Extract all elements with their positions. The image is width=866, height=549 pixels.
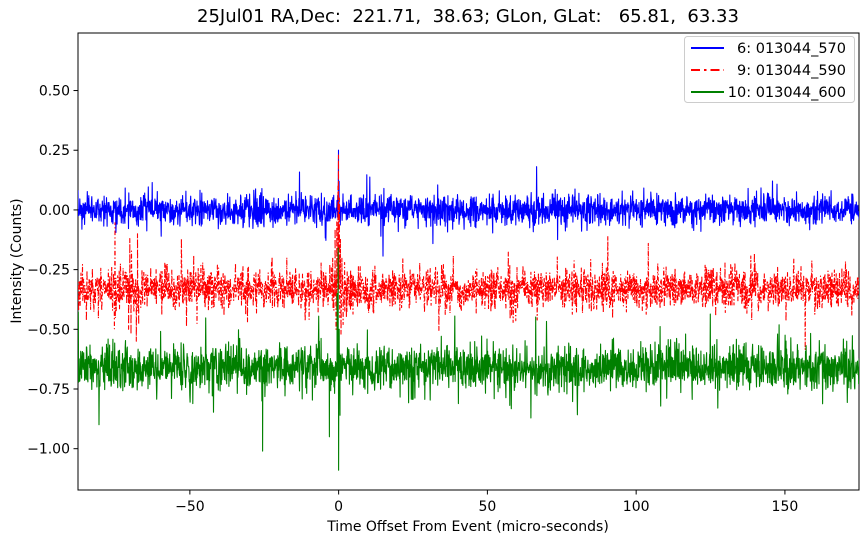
legend-label: 9: 013044_590: [737, 63, 846, 79]
legend: 6: 013044_570 9: 013044_590 10: 013044_6…: [684, 36, 855, 103]
y-tick-label: −0.75: [27, 382, 70, 398]
legend-entry: 6: 013044_570: [691, 41, 846, 57]
series-line-0: [78, 149, 859, 257]
legend-entry: 10: 013044_600: [691, 85, 846, 101]
x-tick-label: −50: [175, 499, 205, 515]
y-axis-label: Intensity (Counts): [9, 198, 25, 323]
x-axis-label: Time Offset From Event (micro-seconds): [326, 519, 609, 535]
legend-box: [684, 36, 855, 103]
series-line-1: [78, 154, 859, 350]
x-tick-label: 150: [772, 499, 799, 515]
x-tick-label: 100: [623, 499, 650, 515]
x-tick-label: 0: [334, 499, 343, 515]
y-tick-label: −1.00: [27, 442, 70, 458]
series-lines: [78, 149, 859, 471]
legend-label: 6: 013044_570: [737, 41, 846, 57]
plot-area: [77, 32, 860, 491]
x-tick-label: 50: [478, 499, 496, 515]
chart-title: 25Jul01 RA,Dec: 221.71, 38.63; GLon, GLa…: [197, 6, 739, 27]
y-tick-label: −0.25: [27, 263, 70, 279]
y-axis-ticks: 0.50 0.25 0.00 −0.25 −0.50 −0.75 −1.00: [27, 84, 78, 458]
y-tick-label: −0.50: [27, 322, 70, 338]
legend-label: 10: 013044_600: [728, 85, 846, 101]
y-tick-label: 0.25: [39, 143, 70, 159]
series-line-2: [78, 247, 859, 471]
x-axis-ticks: −50 0 50 100 150: [175, 490, 798, 515]
y-tick-label: 0.50: [39, 84, 70, 100]
y-tick-label: 0.00: [39, 203, 70, 219]
legend-entry: 9: 013044_590: [691, 63, 846, 79]
